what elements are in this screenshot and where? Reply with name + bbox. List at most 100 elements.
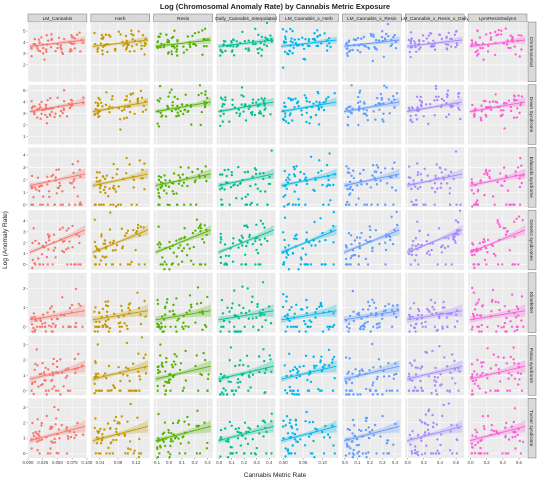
data-point [421,365,424,368]
confidence-band [92,97,148,114]
y-tick-label: 2 [23,358,26,363]
data-point [504,426,507,429]
data-point [173,353,176,356]
data-point [503,305,506,308]
data-point [195,452,199,455]
confidence-band [218,168,274,189]
data-point [304,176,308,179]
data-point [292,46,295,49]
data-point [314,113,318,117]
data-point [307,435,311,438]
data-point [477,263,481,266]
data-point [425,444,428,447]
data-point [415,50,418,53]
data-point [411,107,414,110]
data-point [513,45,516,48]
data-point [120,415,123,418]
data-point [47,179,50,183]
data-point [419,185,422,189]
data-point [305,238,308,241]
data-point [325,163,329,167]
data-point [228,120,231,123]
data-point [172,251,175,254]
data-point [69,48,72,51]
data-point [66,435,70,438]
data-point [43,58,46,61]
data-point [94,325,97,328]
data-point [261,325,264,328]
data-point [322,436,326,439]
data-point [117,322,121,325]
data-point [351,289,354,293]
data-point [348,187,351,191]
data-point [316,105,320,108]
data-point [298,375,302,378]
data-point [459,117,462,121]
data-point [488,169,491,172]
data-point [270,37,273,41]
data-point [160,364,163,367]
data-point [307,38,311,41]
data-point [408,433,411,437]
data-point [258,103,261,106]
x-tick-label: 0.075 [67,460,79,465]
data-point [474,41,477,44]
data-point [33,315,36,318]
x-tick-label: 0.2 [421,460,428,465]
y-tick-label: 2 [23,420,26,425]
data-point [232,39,235,42]
data-point [51,263,54,266]
data-point [180,249,184,253]
data-point [244,311,248,315]
data-point [513,263,517,266]
data-point [355,203,358,206]
data-point [454,150,458,153]
data-point [118,325,121,328]
regression-line [155,173,211,187]
data-point [143,188,146,191]
data-point [179,244,182,247]
data-point [283,205,286,208]
data-point [417,263,420,266]
data-point [509,203,512,206]
data-point [41,203,44,206]
data-point [423,433,426,436]
data-point [50,33,53,36]
data-point [95,247,99,250]
data-point [174,325,177,328]
data-point [285,256,288,259]
data-point [408,375,411,378]
data-point [74,371,77,375]
data-point [142,356,145,360]
data-point [34,430,37,434]
data-point [117,30,121,33]
data-point [361,308,365,311]
data-point [365,109,368,112]
data-point [40,100,43,104]
data-point [344,257,348,261]
panel-background [342,84,402,145]
data-point [410,450,413,453]
data-point [321,365,325,368]
data-point [471,325,474,328]
data-point [420,421,424,424]
data-point [257,355,261,358]
data-point [34,239,37,243]
data-point [250,300,253,304]
data-point [192,263,195,266]
data-point [181,436,184,439]
data-point [317,388,320,391]
data-point [107,318,110,321]
data-point [313,456,316,459]
data-point [143,44,146,48]
data-point [177,419,181,422]
data-point [219,372,223,376]
y-tick-label: 3 [23,165,26,170]
data-point [482,425,486,428]
data-point [198,452,202,455]
data-point [326,39,329,42]
data-point [381,39,385,43]
data-point [230,171,233,174]
data-point [433,384,437,387]
data-point [178,179,181,183]
